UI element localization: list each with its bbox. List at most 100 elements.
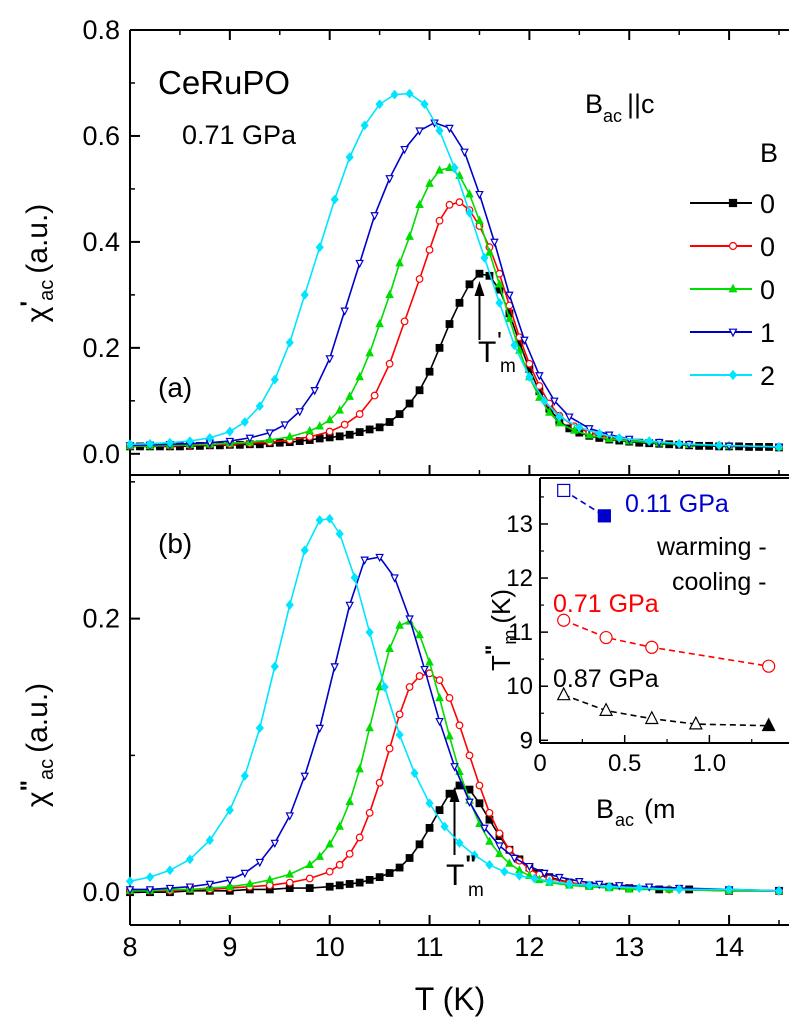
b-data-point bbox=[350, 572, 359, 583]
a-data-point bbox=[510, 340, 519, 351]
a-data-point bbox=[575, 422, 584, 433]
a-data-point bbox=[505, 291, 514, 300]
x-tick-label: 13 bbox=[614, 932, 644, 962]
a-data-point bbox=[370, 212, 379, 221]
b-data-point bbox=[335, 881, 344, 890]
a-data-point bbox=[415, 199, 424, 209]
b-data-point bbox=[265, 874, 275, 884]
a-data-point bbox=[165, 437, 175, 448]
a-data-point bbox=[375, 318, 384, 328]
a-data-point bbox=[435, 125, 444, 136]
a-data-point bbox=[475, 190, 484, 200]
b-data-point bbox=[385, 869, 394, 877]
a-data-point bbox=[525, 359, 534, 368]
b-data-point bbox=[425, 657, 434, 666]
pressure-annotation: 0.71 GPa bbox=[182, 120, 297, 150]
a-data-point bbox=[335, 432, 344, 441]
b-data-point bbox=[345, 849, 354, 858]
b-data-point bbox=[395, 863, 404, 872]
b-data-point bbox=[255, 858, 265, 868]
b-data-point bbox=[385, 643, 394, 652]
b-data-point bbox=[475, 799, 484, 808]
panel-b: 0.00.28 9 10 11 12 13 14 (b) T " m χ"ac(a.u.) … bbox=[16, 481, 789, 1017]
a-data-point bbox=[275, 438, 284, 447]
inset-data-point bbox=[599, 630, 613, 645]
a-series-3 bbox=[125, 119, 784, 453]
a-data-point bbox=[265, 434, 275, 444]
y-tick-label-b: 0.2 bbox=[82, 604, 120, 634]
b-data-point bbox=[165, 884, 175, 894]
inset-data-point bbox=[688, 715, 703, 730]
b-data-point bbox=[225, 876, 235, 885]
a-data-point bbox=[465, 280, 474, 289]
x-axis-label: T (K) bbox=[415, 981, 486, 1017]
a-data-point bbox=[520, 336, 529, 346]
y-tick-label-a: 0.4 bbox=[82, 227, 120, 257]
b-data-point bbox=[345, 601, 354, 611]
b-data-point bbox=[355, 763, 364, 773]
x-tick-label: 11 bbox=[416, 932, 444, 962]
inset-label-p1: 0.11 GPa bbox=[625, 490, 729, 518]
b-data-point bbox=[405, 683, 414, 691]
a-data-point bbox=[400, 317, 409, 326]
a-data-point bbox=[475, 215, 484, 224]
a-data-point bbox=[370, 391, 379, 400]
a-data-point bbox=[445, 200, 454, 209]
b-data-point bbox=[300, 545, 309, 556]
inset-x-label-sub: ac bbox=[615, 810, 634, 830]
peak-arrow-a-head bbox=[474, 281, 485, 296]
a-data-point bbox=[255, 401, 264, 412]
a-data-point bbox=[205, 433, 214, 443]
b-data-point bbox=[405, 854, 414, 862]
a-data-point bbox=[480, 252, 489, 263]
b-data-point bbox=[445, 731, 454, 740]
b-data-point bbox=[565, 879, 574, 889]
b-data-point bbox=[285, 600, 294, 610]
a-data-point bbox=[360, 120, 369, 131]
b-data-point bbox=[330, 663, 339, 672]
b-data-point bbox=[575, 877, 584, 887]
b-data-point bbox=[335, 860, 344, 869]
panel-a-axes: 0.0 0.2 0.4 0.6 0.8 bbox=[82, 15, 789, 925]
a-data-point bbox=[295, 408, 305, 417]
b-data-point bbox=[405, 615, 414, 624]
b-data-point bbox=[475, 781, 484, 790]
a-data-point bbox=[774, 442, 784, 452]
title: CeRuPO bbox=[158, 64, 290, 101]
b-data-point bbox=[325, 513, 334, 524]
b-data-point bbox=[380, 682, 389, 692]
a-data-point bbox=[585, 425, 594, 434]
a-data-point bbox=[555, 417, 564, 427]
inset: 9 10 11 12 13 0 0.5 1.0 0.11 GPa warming - cool… bbox=[481, 477, 789, 830]
a-data-point bbox=[280, 421, 290, 430]
a-data-point bbox=[435, 343, 444, 352]
b-data-point bbox=[635, 883, 644, 893]
b-data-point bbox=[395, 710, 404, 719]
a-data-point bbox=[355, 410, 364, 418]
y-label-a: χ'ac(a.u.) bbox=[16, 204, 58, 323]
b-data-point bbox=[335, 528, 344, 539]
a-data-point bbox=[300, 289, 309, 300]
b-data-point bbox=[375, 873, 384, 882]
a-data-point bbox=[455, 198, 464, 207]
b-data-point bbox=[495, 848, 504, 858]
b-data-point bbox=[440, 821, 449, 832]
inset-x-label-unit: (m bbox=[644, 794, 675, 824]
peak-arrow-b-head bbox=[449, 787, 460, 802]
x-tick-label: 8 bbox=[122, 932, 137, 962]
a-data-point bbox=[340, 307, 349, 316]
legend-entry: 2 bbox=[690, 361, 775, 391]
legend-entry: 0 bbox=[690, 275, 775, 305]
b-data-point bbox=[415, 629, 424, 639]
a-data-point bbox=[535, 372, 544, 381]
field-dir-tail: ||c bbox=[627, 89, 655, 119]
a-data-point bbox=[315, 242, 324, 253]
inset-background bbox=[540, 478, 789, 743]
panel-a-label: (a) bbox=[158, 372, 192, 403]
b-data-point bbox=[455, 721, 464, 730]
a-data-point bbox=[385, 175, 394, 184]
legend-label: 0 bbox=[760, 189, 775, 219]
a-data-point bbox=[325, 355, 334, 364]
peak-label-a-sub: m bbox=[500, 356, 516, 377]
inset-series-1 bbox=[557, 613, 776, 673]
